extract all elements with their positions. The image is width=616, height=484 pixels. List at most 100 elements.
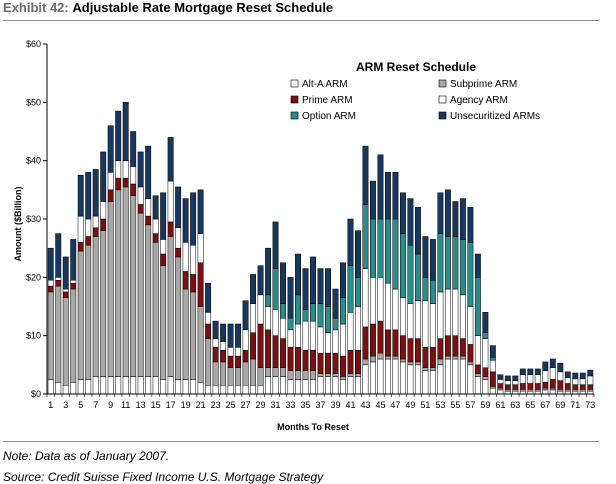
bar-subprime-month-51	[422, 367, 429, 371]
bar-agency-month-71	[572, 378, 579, 385]
bar-unsecuritized-month-68	[549, 358, 556, 368]
bar-alt_a-month-60	[489, 387, 496, 395]
bar-option-month-36	[310, 303, 316, 322]
bar-unsecuritized-month-7	[92, 169, 99, 217]
bar-unsecuritized-month-32	[280, 262, 286, 304]
y-tick-label: $10	[26, 331, 41, 341]
x-tick-label: 17	[166, 400, 176, 410]
legend-label-prime: Prime ARM	[302, 95, 353, 106]
bar-subprime-month-31	[272, 367, 279, 377]
bar-subprime-month-3	[62, 297, 69, 386]
bar-subprime-month-49	[407, 361, 414, 366]
bar-prime-month-3	[62, 291, 69, 299]
bar-option-month-35	[302, 309, 309, 322]
bar-subprime-month-55	[452, 355, 459, 360]
bar-prime-month-7	[92, 227, 99, 237]
bar-prime-month-44	[370, 323, 376, 357]
bar-prime-month-70	[564, 383, 571, 390]
bar-subprime-month-10	[115, 189, 122, 377]
bar-prime-month-18	[175, 247, 182, 258]
bar-agency-month-15	[152, 218, 159, 234]
bar-subprime-month-65	[527, 389, 534, 392]
bar-option-month-39	[332, 317, 339, 331]
bar-subprime-month-33	[287, 370, 294, 380]
bar-subprime-month-20	[190, 291, 197, 380]
bar-unsecuritized-month-2	[55, 233, 62, 278]
bar-unsecuritized-month-19	[182, 198, 189, 243]
bar-option-month-33	[287, 317, 294, 331]
bar-prime-month-64	[519, 383, 526, 390]
bar-option-month-58	[474, 277, 481, 336]
bar-agency-month-63	[512, 380, 519, 385]
x-tick-label: 13	[136, 400, 146, 410]
bar-prime-month-63	[512, 384, 519, 390]
bar-unsecuritized-month-58	[474, 253, 481, 278]
bar-unsecuritized-month-6	[85, 172, 92, 220]
legend-swatch-subprime	[438, 79, 447, 88]
bar-option-month-31	[272, 268, 279, 310]
data-note: Note: Data as of January 2007.	[3, 449, 170, 463]
bar-unsecuritized-month-20	[190, 192, 197, 246]
bar-option-month-41	[347, 265, 354, 313]
source-note: Source: Credit Suisse Fixed Income U.S. …	[3, 470, 324, 484]
bar-unsecuritized-month-70	[564, 371, 571, 378]
bar-unsecuritized-month-55	[452, 201, 459, 237]
bar-agency-month-37	[317, 326, 324, 354]
bar-alt_a-month-39	[332, 376, 339, 395]
bar-agency-month-22	[205, 312, 212, 325]
bar-option-month-37	[317, 303, 324, 328]
bar-unsecuritized-month-66	[534, 368, 541, 376]
bar-prime-month-47	[392, 329, 399, 357]
bar-alt_a-month-58	[474, 376, 481, 395]
x-tick-label: 11	[121, 400, 130, 410]
bar-alt_a-month-28	[250, 385, 257, 395]
bar-agency-month-35	[302, 320, 309, 351]
bar-unsecuritized-month-10	[115, 110, 122, 161]
x-tick-label: 7	[93, 400, 98, 410]
bar-alt_a-month-34	[295, 379, 301, 395]
y-tick-label: $20	[26, 272, 41, 282]
bar-subprime-month-6	[85, 245, 92, 380]
bar-prime-month-12	[130, 183, 137, 196]
bar-subprime-month-44	[370, 355, 376, 363]
bar-alt_a-month-37	[317, 376, 324, 395]
bar-prime-month-40	[340, 355, 346, 377]
bar-subprime-month-17	[167, 236, 174, 377]
bar-agency-month-7	[92, 215, 99, 229]
bar-unsecuritized-month-42	[355, 230, 361, 278]
bar-prime-month-30	[265, 329, 272, 368]
bar-subprime-month-36	[310, 370, 316, 380]
bar-unsecuritized-month-35	[302, 268, 309, 310]
bar-subprime-month-60	[489, 386, 496, 389]
x-tick-label: 31	[271, 400, 281, 410]
bar-agency-month-60	[489, 359, 496, 373]
bar-alt_a-month-55	[452, 358, 459, 395]
bar-prime-month-55	[452, 335, 459, 357]
bar-unsecuritized-month-40	[340, 262, 346, 298]
bar-agency-month-1	[47, 280, 54, 287]
bar-subprime-month-35	[302, 370, 309, 380]
x-tick-label: 9	[108, 400, 113, 410]
bar-alt_a-month-8	[100, 376, 107, 395]
bar-subprime-month-46	[384, 355, 391, 360]
bar-agency-month-16	[160, 239, 167, 255]
bar-agency-month-19	[182, 242, 189, 272]
bar-alt_a-month-56	[459, 358, 466, 395]
bar-agency-month-57	[467, 306, 474, 345]
bar-alt_a-month-50	[414, 364, 421, 395]
bar-option-month-53	[437, 233, 444, 293]
bar-subprime-month-12	[130, 195, 137, 377]
bar-prime-month-13	[137, 204, 144, 214]
bar-subprime-month-50	[414, 361, 421, 366]
bar-option-month-34	[295, 294, 301, 325]
bar-option-month-38	[325, 306, 331, 333]
bar-prime-month-24	[220, 350, 227, 363]
bar-alt_a-month-25	[227, 385, 234, 395]
bar-subprime-month-21	[197, 306, 204, 383]
bar-subprime-month-8	[100, 230, 107, 377]
bar-alt_a-month-6	[85, 379, 92, 395]
bar-agency-month-13	[137, 186, 144, 205]
bar-unsecuritized-month-11	[122, 102, 129, 161]
bar-subprime-month-70	[564, 389, 571, 392]
bar-alt_a-month-36	[310, 379, 316, 395]
